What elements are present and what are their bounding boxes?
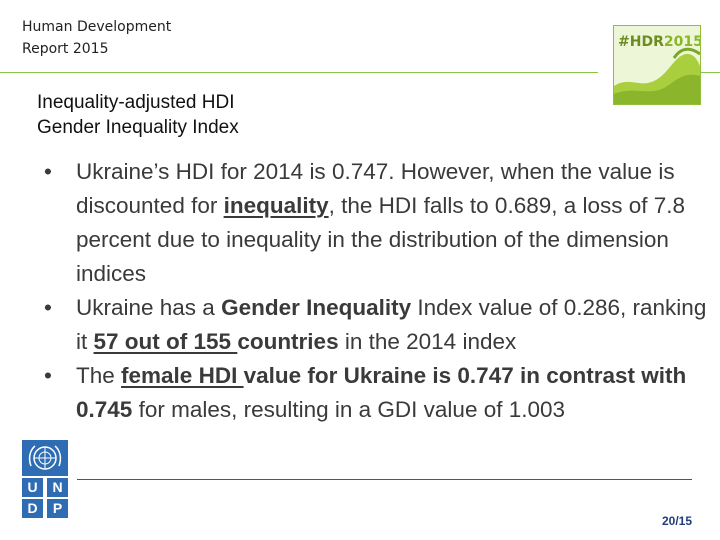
wave-graphic-icon [614, 47, 700, 104]
undp-letter-n: N [47, 478, 68, 497]
bullet-item: • Ukraine’s HDI for 2014 is 0.747. Howev… [44, 155, 712, 291]
bullet-list: • Ukraine’s HDI for 2014 is 0.747. Howev… [44, 155, 712, 427]
bullet-text: , the HDI falls to 0.689, a loss of 7.8 … [76, 193, 686, 286]
heading-line1: Inequality-adjusted HDI [37, 92, 235, 113]
report-title: Human Development Report 2015 [22, 16, 171, 60]
un-emblem-icon [22, 440, 68, 476]
hdr2015-logo: #HDR2015 [613, 25, 701, 105]
emphasis-ranking: 57 out of 155 [93, 329, 238, 354]
emphasis-values: value for Ukraine is 0.747 in contrast w… [76, 363, 687, 422]
header-divider [0, 72, 598, 73]
bullet-text: Ukraine’s HDI for 2014 is 0.747. However… [76, 159, 675, 218]
bullet-dot-icon: • [44, 159, 52, 184]
bullet-text: The [76, 363, 122, 388]
report-title-line2: Report 2015 [22, 41, 109, 57]
heading-line2: Gender Inequality Index [37, 117, 239, 138]
bullet-dot-icon: • [44, 295, 52, 320]
emphasis-female-hdi: female HDI [121, 363, 244, 388]
undp-logo: U N D P [22, 440, 68, 518]
logo-year: 2015 [663, 34, 701, 50]
undp-letter-u: U [22, 478, 43, 497]
emphasis-gender-inequality: Gender Inequality [221, 295, 412, 320]
report-title-line1: Human Development [22, 19, 172, 35]
bullet-text: in the 2014 index [338, 329, 517, 354]
bullet-text: Ukraine has a [76, 295, 222, 320]
undp-letter-d: D [22, 499, 43, 518]
undp-letter-p: P [47, 499, 68, 518]
bullet-item: • Ukraine has a Gender Inequality Index … [44, 291, 712, 359]
bullet-item: • The female HDI value for Ukraine is 0.… [44, 359, 712, 427]
bullet-text: for males, resulting in a GDI value of 1… [132, 397, 566, 422]
logo-hashtag: #HDR [618, 34, 664, 50]
hdr2015-logo-text: #HDR2015 [618, 34, 701, 50]
slide-heading: Inequality-adjusted HDI Gender Inequalit… [37, 90, 239, 140]
bullet-text: Index value of 0.286, ranking it [76, 295, 707, 354]
header-divider-right [700, 72, 720, 73]
emphasis-countries: countries [237, 329, 339, 354]
bullet-dot-icon: • [44, 363, 52, 388]
footer-divider [77, 479, 692, 480]
emphasis-inequality: inequality [223, 193, 329, 218]
page-number: 20/15 [661, 514, 692, 528]
